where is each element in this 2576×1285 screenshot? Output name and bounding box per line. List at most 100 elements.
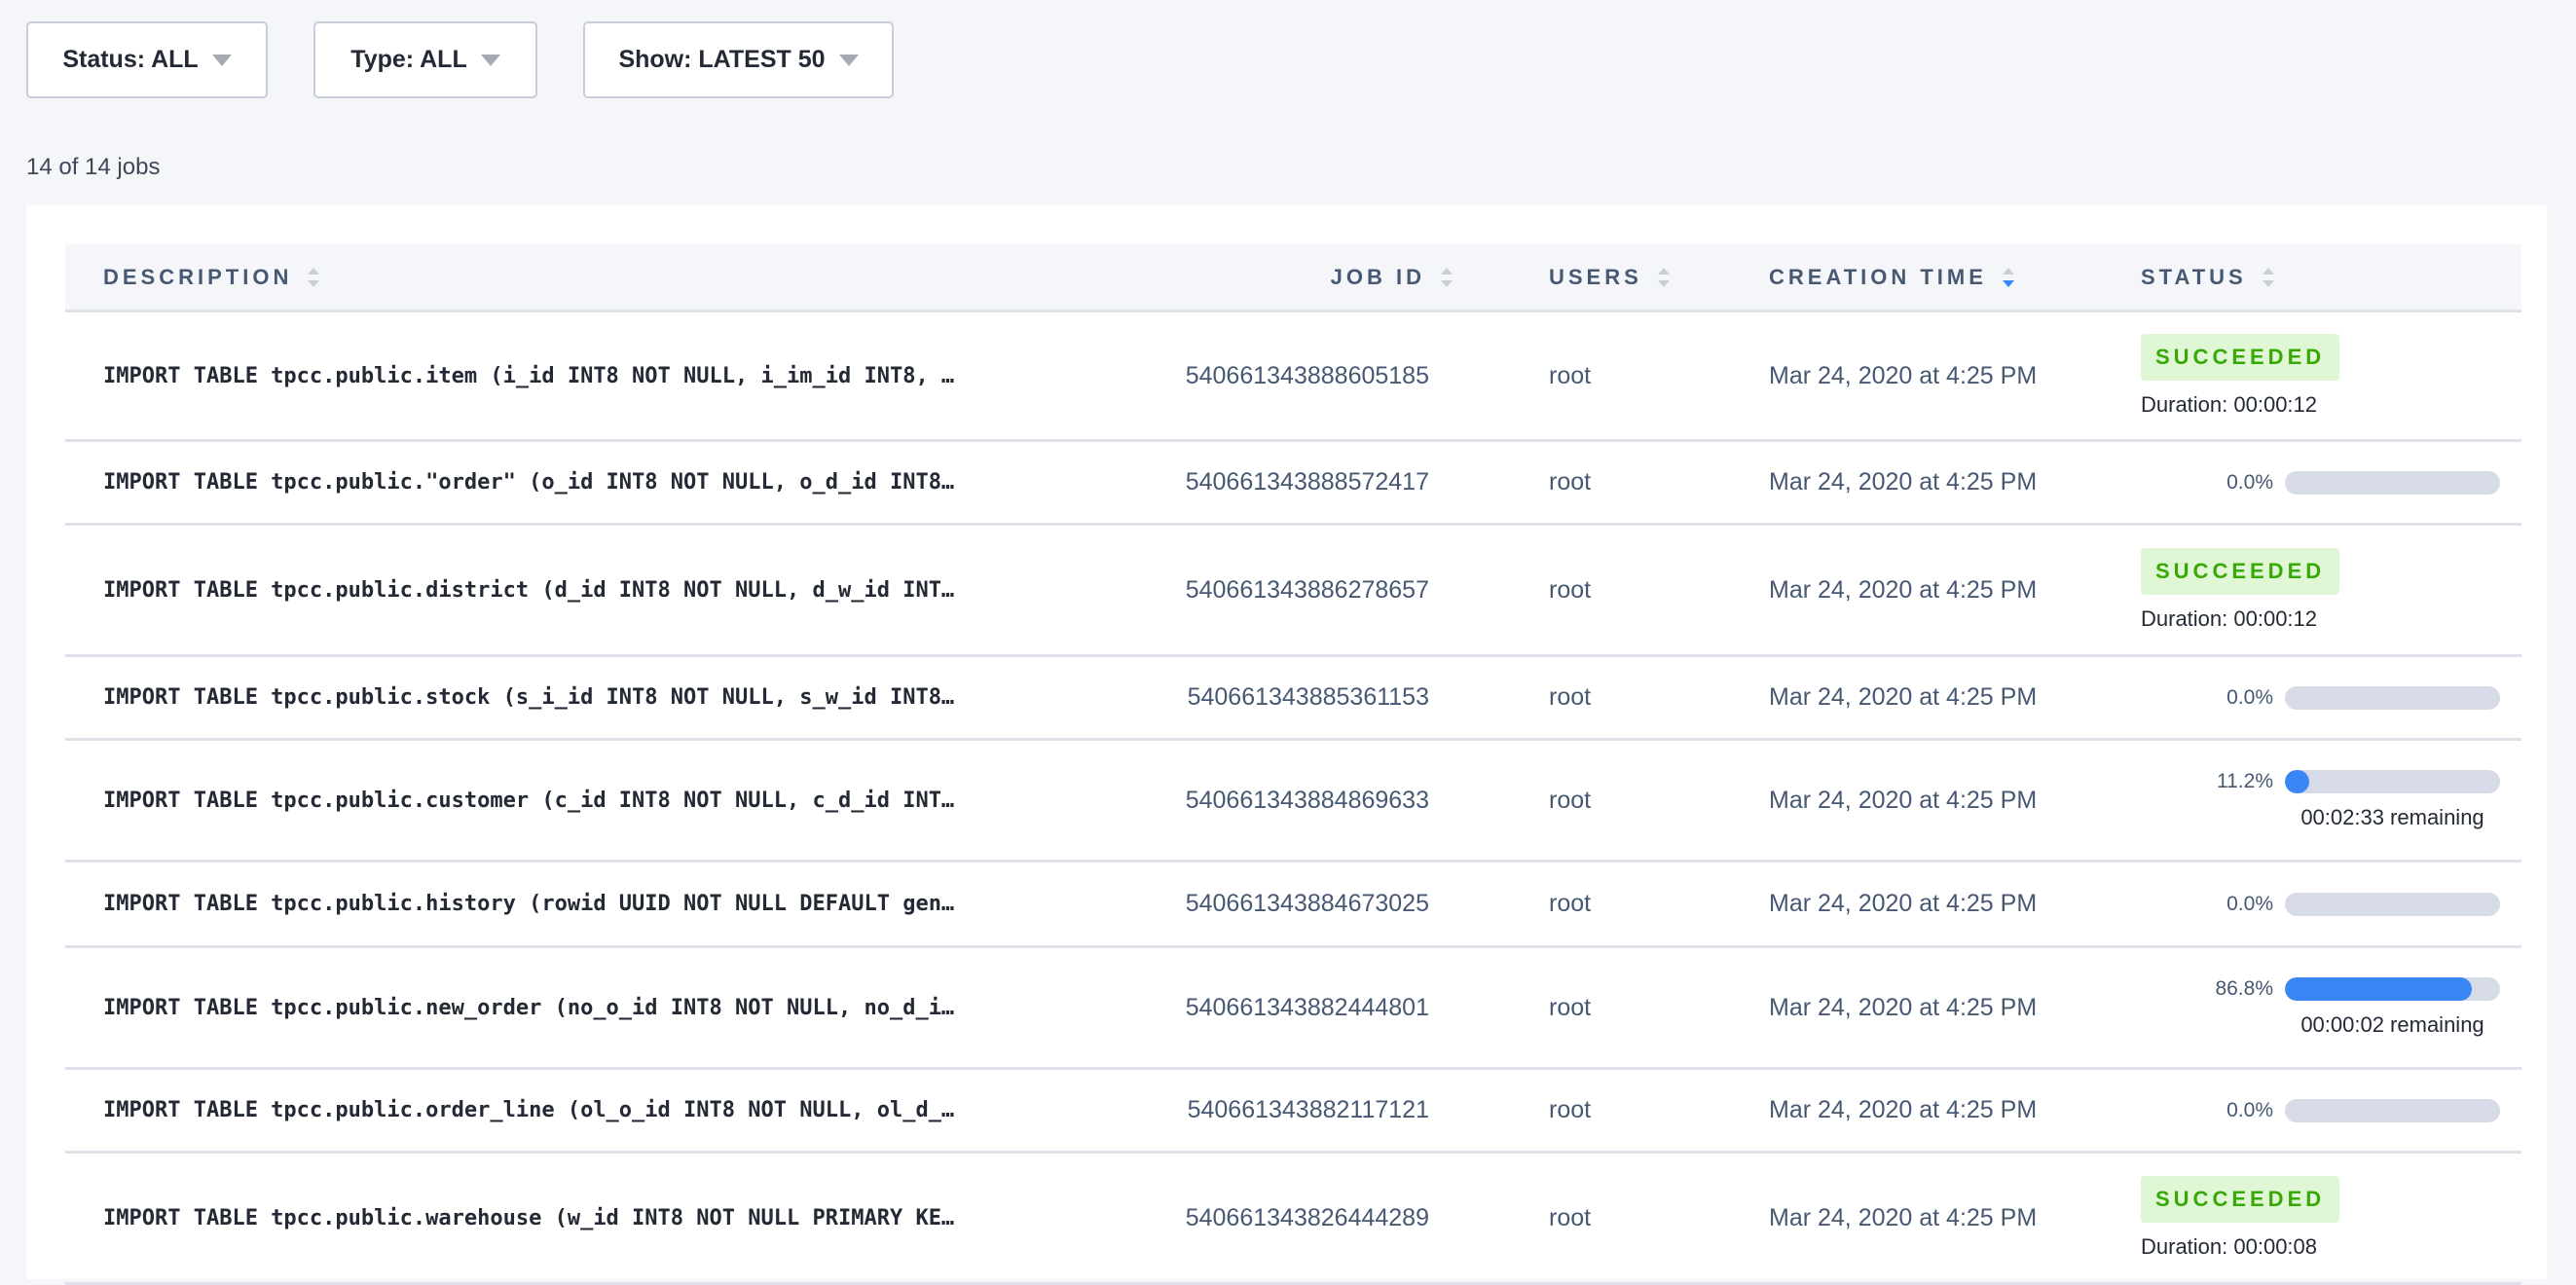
progress-percent: 0.0% <box>2226 685 2273 709</box>
progress-percent: 11.2% <box>2217 770 2273 792</box>
sort-descending-icon <box>2002 267 2014 287</box>
sort-icon <box>1657 267 1670 287</box>
job-description[interactable]: IMPORT TABLE tpcc.public.district (d_id … <box>103 577 955 603</box>
progress-bar <box>2285 1098 2500 1122</box>
table-header: DESCRIPTION JOB ID USERS CREATION TIME S… <box>65 244 2521 312</box>
column-label: STATUS <box>2141 264 2247 289</box>
job-id: 540661343882117121 <box>1187 1096 1429 1123</box>
job-description[interactable]: IMPORT TABLE tpcc.public.warehouse (w_id… <box>103 1205 955 1230</box>
column-header-users[interactable]: USERS <box>1549 244 1670 310</box>
job-status: 0.0% <box>2141 1070 2521 1151</box>
job-id: 540661343886278657 <box>1185 575 1429 604</box>
job-description[interactable]: IMPORT TABLE tpcc.public.order_line (ol_… <box>103 1098 955 1122</box>
remaining-time: 00:02:33 remaining <box>2300 805 2484 829</box>
column-label: USERS <box>1549 264 1642 289</box>
column-header-job-id[interactable]: JOB ID <box>1331 244 1453 310</box>
job-description[interactable]: IMPORT TABLE tpcc.public.history (rowid … <box>103 892 955 916</box>
job-user: root <box>1549 1096 1592 1123</box>
job-description[interactable]: IMPORT TABLE tpcc.public."order" (o_id I… <box>103 470 955 495</box>
table-row[interactable]: IMPORT TABLE tpcc.public.history (rowid … <box>65 863 2521 948</box>
job-user: root <box>1549 786 1592 814</box>
job-id: 540661343888605185 <box>1185 361 1429 389</box>
job-id: 540661343888572417 <box>1185 468 1429 496</box>
job-id: 540661343826444289 <box>1185 1203 1429 1231</box>
status-filter-label: Status: ALL <box>62 46 199 73</box>
table-row[interactable]: IMPORT TABLE tpcc.public.item (i_id INT8… <box>65 312 2521 442</box>
job-description[interactable]: IMPORT TABLE tpcc.public.new_order (no_o… <box>103 995 955 1020</box>
table-row[interactable]: IMPORT TABLE tpcc.public.district (d_id … <box>65 526 2521 657</box>
status-filter-dropdown[interactable]: Status: ALL <box>26 21 268 98</box>
column-label: JOB ID <box>1330 264 1425 289</box>
jobs-table-panel <box>26 205 2547 1279</box>
sort-icon <box>2262 267 2274 287</box>
job-description[interactable]: IMPORT TABLE tpcc.public.item (i_id INT8… <box>103 363 955 388</box>
progress-percent: 0.0% <box>2226 470 2273 494</box>
job-status: SUCCEEDED Duration: 00:00:12 <box>2141 526 2521 654</box>
remaining-time: 00:00:02 remaining <box>2300 1012 2484 1037</box>
creation-time: Mar 24, 2020 at 4:25 PM <box>1769 575 2038 604</box>
duration-text: Duration: 00:00:12 <box>2141 606 2318 631</box>
column-header-creation-time[interactable]: CREATION TIME <box>1769 244 2014 310</box>
column-header-description[interactable]: DESCRIPTION <box>103 244 320 310</box>
sort-icon <box>1441 267 1453 287</box>
job-status: 0.0% <box>2141 442 2521 523</box>
sort-icon <box>308 267 320 287</box>
table-row[interactable]: IMPORT TABLE tpcc.public.customer (c_id … <box>65 741 2521 863</box>
progress-fill <box>2285 770 2309 793</box>
job-id: 540661343884869633 <box>1185 786 1429 814</box>
job-status: SUCCEEDED Duration: 00:00:12 <box>2141 312 2521 439</box>
job-id: 540661343884673025 <box>1185 890 1429 917</box>
table-row[interactable]: IMPORT TABLE tpcc.public.order_line (ol_… <box>65 1070 2521 1154</box>
column-header-status[interactable]: STATUS <box>2141 244 2274 310</box>
progress-bar <box>2285 770 2500 793</box>
progress-percent: 86.8% <box>2215 977 2273 1000</box>
job-user: root <box>1549 468 1592 496</box>
job-status: 0.0% <box>2141 863 2521 945</box>
job-id: 540661343882444801 <box>1185 993 1429 1021</box>
show-filter-label: Show: LATEST 50 <box>618 46 826 73</box>
chevron-down-icon <box>480 54 500 66</box>
table-row[interactable]: IMPORT TABLE tpcc.public.new_order (no_o… <box>65 948 2521 1070</box>
column-label: DESCRIPTION <box>103 264 293 289</box>
job-status: 0.0% <box>2141 657 2521 738</box>
creation-time: Mar 24, 2020 at 4:25 PM <box>1769 993 2038 1021</box>
status-badge: SUCCEEDED <box>2141 548 2340 595</box>
progress-fill <box>2285 977 2472 1001</box>
creation-time: Mar 24, 2020 at 4:25 PM <box>1769 1203 2038 1231</box>
creation-time: Mar 24, 2020 at 4:25 PM <box>1769 1096 2038 1123</box>
table-row[interactable]: IMPORT TABLE tpcc.public.stock (s_i_id I… <box>65 657 2521 741</box>
job-user: root <box>1549 683 1592 711</box>
job-description[interactable]: IMPORT TABLE tpcc.public.customer (c_id … <box>103 788 955 813</box>
creation-time: Mar 24, 2020 at 4:25 PM <box>1769 786 2038 814</box>
type-filter-label: Type: ALL <box>350 46 467 73</box>
creation-time: Mar 24, 2020 at 4:25 PM <box>1769 890 2038 917</box>
creation-time: Mar 24, 2020 at 4:25 PM <box>1769 683 2038 711</box>
progress-percent: 0.0% <box>2226 1098 2273 1121</box>
table-row[interactable]: IMPORT TABLE tpcc.public."order" (o_id I… <box>65 442 2521 526</box>
job-count: 14 of 14 jobs <box>26 154 161 180</box>
progress-bar <box>2285 892 2500 916</box>
status-badge: SUCCEEDED <box>2141 1176 2340 1223</box>
creation-time: Mar 24, 2020 at 4:25 PM <box>1769 468 2038 496</box>
progress-bar <box>2285 685 2500 710</box>
duration-text: Duration: 00:00:08 <box>2141 1234 2318 1259</box>
duration-text: Duration: 00:00:12 <box>2141 392 2318 417</box>
chevron-down-icon <box>211 54 232 66</box>
table-row[interactable]: IMPORT TABLE tpcc.public.warehouse (w_id… <box>65 1154 2521 1285</box>
type-filter-dropdown[interactable]: Type: ALL <box>313 21 537 98</box>
creation-time: Mar 24, 2020 at 4:25 PM <box>1769 361 2038 389</box>
job-description[interactable]: IMPORT TABLE tpcc.public.stock (s_i_id I… <box>103 685 955 710</box>
column-label: CREATION TIME <box>1769 264 1987 289</box>
job-user: root <box>1549 993 1592 1021</box>
show-filter-dropdown[interactable]: Show: LATEST 50 <box>583 21 894 98</box>
job-status: 86.8% 00:00:02 remaining <box>2141 948 2521 1067</box>
progress-bar <box>2285 977 2500 1001</box>
job-user: root <box>1549 890 1592 917</box>
progress-bar <box>2285 470 2500 495</box>
job-id: 540661343885361153 <box>1187 683 1429 711</box>
job-user: root <box>1549 575 1592 604</box>
chevron-down-icon <box>838 54 859 66</box>
job-status: 11.2% 00:02:33 remaining <box>2141 741 2521 860</box>
job-user: root <box>1549 361 1592 389</box>
job-status: SUCCEEDED Duration: 00:00:08 <box>2141 1154 2521 1282</box>
